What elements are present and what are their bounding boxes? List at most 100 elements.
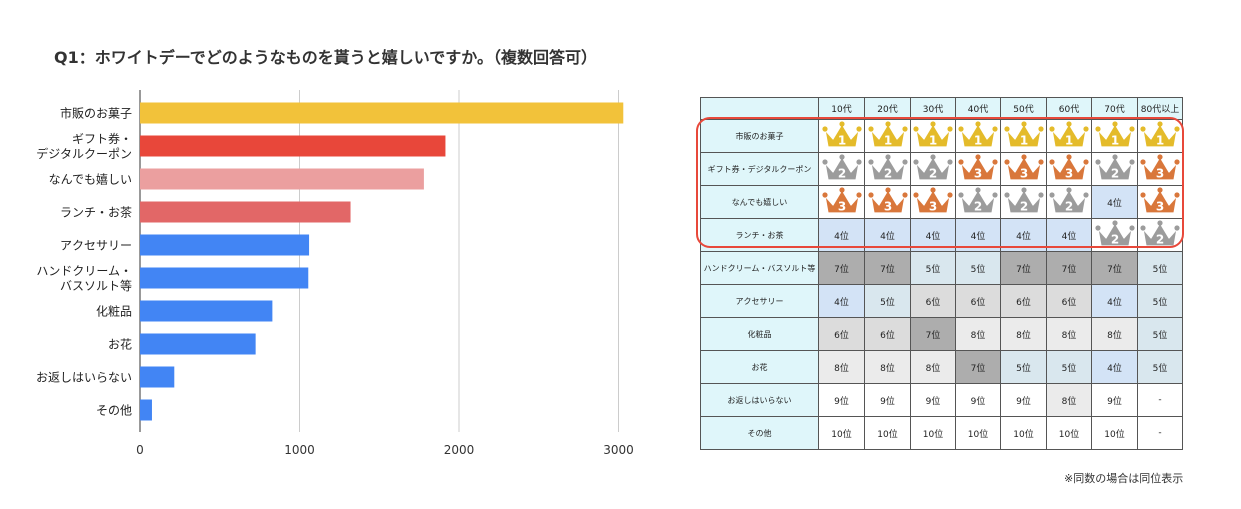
category-label: なんでも嬉しい <box>49 173 132 187</box>
x-tick-label: 0 <box>136 443 144 457</box>
crown-icon: 3 <box>913 187 953 214</box>
bar <box>140 366 175 388</box>
row-label: その他 <box>700 416 819 450</box>
rank-cell: 7位 <box>864 251 911 285</box>
table-row: なんでも嬉しい 3 3 3 2 2 2 4位 3 <box>700 185 1183 219</box>
category-label: ハンドクリーム・ <box>36 264 132 278</box>
crown-icon: 2 <box>958 187 998 214</box>
rank-cell: 9位 <box>818 383 865 417</box>
category-label: アクセサリー <box>60 239 132 253</box>
table-row: 市販のお菓子 1 1 1 1 1 1 1 1 <box>700 119 1183 153</box>
crown-icon: 1 <box>1003 121 1044 148</box>
rank-crown-cell: 2 <box>818 152 865 186</box>
crown-icon: 2 <box>1140 220 1180 247</box>
row-label: お返しはいらない <box>700 383 819 417</box>
rank-cell: 7位 <box>1046 251 1092 285</box>
crown-icon: 2 <box>821 154 862 181</box>
rank-crown-cell: 3 <box>818 185 865 219</box>
rank-cell: 10位 <box>864 416 911 450</box>
question-title: Q1：ホワイトデーでどのようなものを貰うと嬉しいですか。（複数回答可） <box>54 48 597 67</box>
rank-cell: 6位 <box>1000 284 1047 318</box>
table-row: ランチ・お茶 4位 4位 4位 4位 4位 4位 2 2 <box>700 218 1183 252</box>
rank-cell: 4位 <box>1091 284 1138 318</box>
rank-cell: 6位 <box>1046 284 1092 318</box>
rank-crown-cell: 3 <box>864 185 911 219</box>
crown-icon: 1 <box>1049 121 1089 148</box>
rank-cell: 4位 <box>818 218 865 252</box>
table-row: アクセサリー 4位 5位 6位 6位 6位 6位 4位 5位 <box>700 284 1183 318</box>
rank-crown-cell: 1 <box>1137 119 1183 153</box>
table-corner <box>700 97 819 120</box>
crown-icon: 3 <box>1049 154 1089 181</box>
row-label: なんでも嬉しい <box>700 185 819 219</box>
rank-crown-cell: 2 <box>1091 218 1138 252</box>
rank-cell: 7位 <box>955 350 1001 384</box>
category-label: その他 <box>96 404 132 418</box>
rank-cell: 5位 <box>910 251 956 285</box>
crown-icon: 1 <box>821 121 862 148</box>
rank-cell: 6位 <box>818 317 865 351</box>
rank-cell: 5位 <box>1137 284 1183 318</box>
crown-icon: 1 <box>1140 121 1180 148</box>
bar-chart: 0 1000 2000 3000 市販のお菓子ギフト券・デジタルクーポンなんでも嬉しいラ… <box>36 90 634 457</box>
crown-icon: 3 <box>1140 154 1180 181</box>
rank-cell: 5位 <box>1000 350 1047 384</box>
row-label: 化粧品 <box>700 317 819 351</box>
age-group-header: 70代 <box>1091 97 1138 120</box>
rank-crown-cell: 3 <box>1000 152 1047 186</box>
rank-crown-cell: 2 <box>864 152 911 186</box>
crown-icon: 3 <box>958 154 998 181</box>
category-label: お花 <box>108 337 132 352</box>
rank-cell: 10位 <box>955 416 1001 450</box>
category-label: ギフト券・ <box>72 131 132 146</box>
row-label: 市販のお菓子 <box>700 119 819 153</box>
svg-text:3: 3 <box>1156 167 1164 181</box>
row-label: お花 <box>700 350 819 384</box>
table-row: その他 10位 10位 10位 10位 10位 10位 10位 - <box>700 416 1183 450</box>
rank-crown-cell: 3 <box>1046 152 1092 186</box>
ranking-table: 10代 20代 30代 40代 50代 60代 70代 80代以上 市販のお菓子 1 1 1 1 1 1 1… <box>700 97 1183 450</box>
rank-cell: 4位 <box>910 218 956 252</box>
rank-cell: 4位 <box>818 284 865 318</box>
rank-cell: 7位 <box>1091 251 1138 285</box>
age-group-header: 60代 <box>1046 97 1092 120</box>
svg-text:1: 1 <box>1110 134 1118 148</box>
rank-cell: 8位 <box>864 350 911 384</box>
category-label: ランチ・お茶 <box>60 205 132 220</box>
svg-text:1: 1 <box>974 134 982 148</box>
category-label: 化粧品 <box>96 305 132 319</box>
crown-icon: 2 <box>913 154 953 181</box>
crown-icon: 2 <box>1094 154 1135 181</box>
rank-crown-cell: 1 <box>1091 119 1138 153</box>
rank-cell: 9位 <box>864 383 911 417</box>
svg-text:3: 3 <box>1156 200 1164 214</box>
rank-cell: 9位 <box>910 383 956 417</box>
rank-cell: 8位 <box>955 317 1001 351</box>
svg-text:2: 2 <box>974 200 982 214</box>
row-label: ギフト券・デジタルクーポン <box>700 152 819 186</box>
rank-cell: 9位 <box>1000 383 1047 417</box>
rank-cell: 9位 <box>955 383 1001 417</box>
crown-icon: 2 <box>1003 187 1044 214</box>
rank-cell: 9位 <box>1091 383 1138 417</box>
bar <box>140 168 424 190</box>
rank-cell: 5位 <box>864 284 911 318</box>
category-label: お返しはいらない <box>36 371 132 385</box>
rank-cell: 5位 <box>1137 317 1183 351</box>
table-row: お返しはいらない 9位 9位 9位 9位 9位 8位 9位 - <box>700 383 1183 417</box>
category-label: デジタルクーポン <box>36 146 132 161</box>
rank-crown-cell: 2 <box>910 152 956 186</box>
bar <box>140 300 273 322</box>
rank-cell: 4位 <box>864 218 911 252</box>
rank-crown-cell: 3 <box>910 185 956 219</box>
rank-cell: 5位 <box>1046 350 1092 384</box>
rank-crown-cell: 1 <box>864 119 911 153</box>
rank-cell: 7位 <box>1000 251 1047 285</box>
svg-text:2: 2 <box>1156 233 1164 247</box>
rank-cell: - <box>1137 416 1183 450</box>
svg-text:3: 3 <box>883 200 891 214</box>
rank-cell: 6位 <box>910 284 956 318</box>
svg-text:3: 3 <box>1019 167 1027 181</box>
svg-text:1: 1 <box>1065 134 1073 148</box>
rank-cell: 4位 <box>1000 218 1047 252</box>
